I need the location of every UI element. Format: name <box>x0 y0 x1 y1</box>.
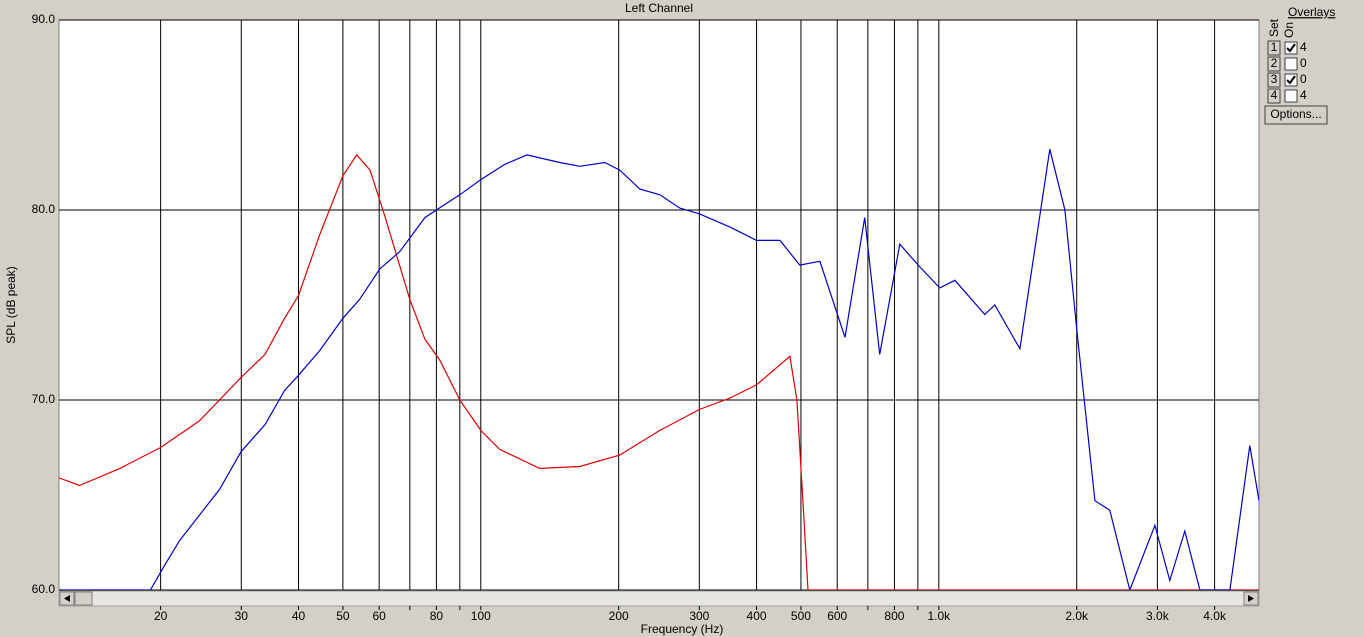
x-tick-label: 40 <box>292 609 306 623</box>
overlay-count: 0 <box>1300 72 1307 86</box>
y-tick-label: 60.0 <box>32 582 56 596</box>
x-axis-label: Frequency (Hz) <box>641 622 724 636</box>
chart-title: Left Channel <box>625 1 693 15</box>
overlay-count: 4 <box>1300 40 1307 54</box>
x-tick-label: 500 <box>791 609 811 623</box>
x-tick-label: 300 <box>689 609 709 623</box>
x-tick-label: 100 <box>471 609 491 623</box>
arrow-icon <box>64 595 70 602</box>
scrollbar <box>58 590 1260 607</box>
x-tick-label: 20 <box>154 609 168 623</box>
set-button[interactable] <box>1267 56 1281 72</box>
overlay-panel: Set On Overlays Options... 1 4 2 0 3 0 4 4 <box>1264 5 1335 125</box>
set-number: 3 <box>1271 72 1278 86</box>
scroll-thumb[interactable] <box>74 591 93 606</box>
overlays-heading: Overlays <box>1288 5 1335 19</box>
overlay-count: 4 <box>1300 88 1307 102</box>
x-tick-label: 50 <box>336 609 350 623</box>
check-mark <box>1286 43 1296 53</box>
on-header: On <box>1282 22 1296 38</box>
x-tick-label: 60 <box>372 609 386 623</box>
y-axis-label: SPL (dB peak) <box>4 266 18 344</box>
set-number: 4 <box>1271 88 1278 102</box>
x-tick-label: 30 <box>235 609 249 623</box>
x-tick-label: 3.0k <box>1146 609 1170 623</box>
x-tick-label: 600 <box>827 609 847 623</box>
x-tick-label: 4.0k <box>1203 609 1227 623</box>
checkbox[interactable] <box>1284 89 1298 103</box>
x-tick-label: 800 <box>884 609 904 623</box>
options-label: Options... <box>1270 107 1321 121</box>
checkbox[interactable] <box>1284 57 1298 71</box>
set-button[interactable] <box>1267 72 1281 88</box>
series-line <box>59 153 1259 590</box>
x-tick-label: 80 <box>430 609 444 623</box>
y-tick-label: 80.0 <box>32 202 56 216</box>
x-tick-label: 400 <box>747 609 767 623</box>
set-number: 1 <box>1271 40 1278 54</box>
check-mark <box>1286 75 1296 85</box>
x-tick-label: 2.0k <box>1065 609 1089 623</box>
y-tick-label: 70.0 <box>32 392 56 406</box>
arrow-icon <box>1248 595 1254 602</box>
y-tick-label: 90.0 <box>32 12 56 26</box>
set-button[interactable] <box>1267 88 1281 104</box>
overlay-count: 0 <box>1300 56 1307 70</box>
x-tick-label: 1.0k <box>927 609 951 623</box>
plot-area <box>58 19 1260 591</box>
x-tick-label: 200 <box>609 609 629 623</box>
scroll-track <box>58 590 1260 607</box>
set-button[interactable] <box>1267 40 1281 56</box>
options-button[interactable] <box>1264 105 1328 125</box>
set-number: 2 <box>1271 56 1278 70</box>
set-header: Set <box>1267 18 1281 37</box>
series-line <box>59 149 1259 590</box>
